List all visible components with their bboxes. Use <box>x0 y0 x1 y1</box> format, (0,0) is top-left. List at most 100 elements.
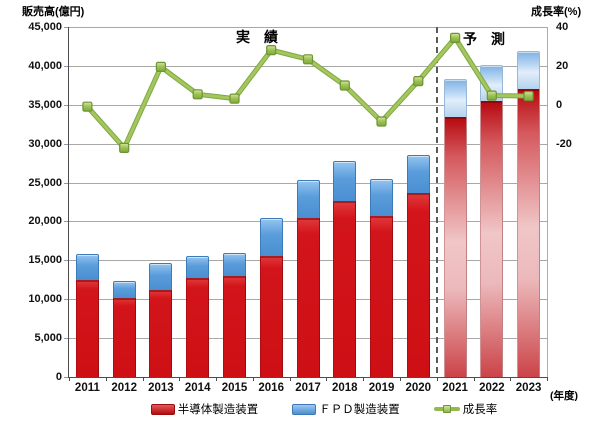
bar-fpd-2014 <box>186 256 210 279</box>
gridline <box>69 27 547 28</box>
plot-right-border <box>547 27 548 377</box>
gridline <box>69 104 547 106</box>
blue-bar-swatch-icon <box>292 403 317 415</box>
legend-item-growth-rate: 成長率 <box>433 401 498 417</box>
legend: 半導体製造装置 ＦＰＤ製造装置 成長率 <box>24 401 600 417</box>
left-axis-line <box>68 27 69 378</box>
red-bar-swatch-icon <box>150 403 175 415</box>
bar-semiconductor-2019 <box>370 216 393 377</box>
x-axis-tick-mark <box>436 377 438 381</box>
bar-semiconductor-2016 <box>259 255 283 377</box>
bar-semiconductor-2020 <box>406 192 430 377</box>
gridline <box>69 143 547 145</box>
x-axis-label-2011: 2011 <box>74 382 100 394</box>
bar-semiconductor-2018 <box>333 201 357 377</box>
x-axis-label-2021: 2021 <box>442 382 468 394</box>
y-axis-tick-mark <box>64 182 68 184</box>
legend-label-growth-rate: 成長率 <box>462 404 498 416</box>
x-axis-label-2022: 2022 <box>479 382 505 394</box>
x-axis-label-2019: 2019 <box>368 382 395 394</box>
bar-fpd-2013 <box>149 262 173 290</box>
bar-fpd-2012 <box>112 281 136 298</box>
bar-semiconductor-2011 <box>75 279 99 377</box>
bar-fpd-2017 <box>296 180 320 218</box>
x-axis-tick-mark <box>473 377 475 381</box>
x-axis-tick-mark <box>289 377 291 381</box>
bottom-axis-line <box>68 377 548 378</box>
legend-label-semiconductor: 半導体製造装置 <box>177 404 259 416</box>
x-axis-tick-mark <box>547 377 548 381</box>
bar-fpd-2016 <box>259 217 283 256</box>
y2-axis-tick-label: -20 <box>556 137 572 150</box>
x-axis-label-2012: 2012 <box>111 382 137 394</box>
x-axis-label-2020: 2020 <box>405 382 432 394</box>
x-axis-tick-mark <box>142 377 144 381</box>
x-axis-label-2023: 2023 <box>515 382 542 394</box>
x-axis-tick-mark <box>399 377 401 381</box>
y-axis-tick-mark <box>64 143 68 145</box>
right-axis-title: 成長率(%) <box>531 6 582 18</box>
bar-fpd-2018 <box>333 160 357 202</box>
x-axis-tick-mark <box>69 377 70 381</box>
y-axis-tick-label: 15,000 <box>28 254 62 267</box>
actual-period-label: 実 績 <box>236 29 278 45</box>
forecast-period-label: 予 測 <box>463 31 505 47</box>
y-axis-tick-label: 5,000 <box>34 332 62 345</box>
bar-semiconductor-2021 <box>443 117 467 377</box>
bar-fpd-2019 <box>370 179 393 216</box>
gridline <box>69 65 547 67</box>
y-axis-tick-label: 45,000 <box>28 21 62 33</box>
bar-semiconductor-2012 <box>112 297 136 377</box>
y-axis-tick-label: 25,000 <box>28 176 62 189</box>
y-axis-tick-mark <box>64 260 68 262</box>
y-axis-tick-mark <box>64 104 68 106</box>
x-axis-tick-mark <box>326 377 328 381</box>
x-axis-unit-label: (年度) <box>550 390 578 402</box>
x-axis-tick-mark <box>179 377 181 381</box>
x-axis-tick-mark <box>105 377 107 381</box>
y-axis-tick-mark <box>64 338 68 340</box>
y-axis-tick-mark <box>64 27 68 28</box>
bar-semiconductor-2015 <box>223 275 246 377</box>
y-axis-tick-label: 10,000 <box>28 293 62 306</box>
y-axis-tick-mark <box>64 65 68 67</box>
y-axis-tick-mark <box>64 221 68 223</box>
bar-semiconductor-2014 <box>186 278 210 377</box>
y-axis-tick-label: 20,000 <box>28 215 62 228</box>
y2-axis-tick-label: 40 <box>556 21 569 33</box>
green-line-marker-icon <box>433 404 460 414</box>
bar-fpd-2022 <box>480 65 504 101</box>
y2-axis-tick-label: 20 <box>556 59 569 72</box>
plot-area <box>69 27 547 377</box>
bar-semiconductor-2017 <box>296 217 320 377</box>
x-axis-label-2016: 2016 <box>258 382 284 394</box>
x-axis-tick-mark <box>510 377 512 381</box>
y-axis-tick-label: 35,000 <box>28 98 62 111</box>
bar-semiconductor-2013 <box>149 289 173 377</box>
x-axis-tick-mark <box>363 377 365 381</box>
x-axis-label-2015: 2015 <box>221 382 248 394</box>
bar-fpd-2011 <box>75 254 99 280</box>
bar-semiconductor-2022 <box>480 100 504 377</box>
bar-fpd-2023 <box>517 51 541 90</box>
bar-semiconductor-2023 <box>517 89 541 377</box>
x-axis-label-2014: 2014 <box>184 382 211 394</box>
y-axis-tick-label: 40,000 <box>28 59 62 72</box>
legend-item-semiconductor: 半導体製造装置 <box>150 401 259 417</box>
x-axis-label-2017: 2017 <box>295 382 321 394</box>
y-axis-tick-mark <box>64 377 68 378</box>
bar-fpd-2015 <box>223 252 246 276</box>
x-axis-tick-mark <box>216 377 218 381</box>
x-axis-label-2013: 2013 <box>148 382 174 394</box>
y2-axis-tick-label: 0 <box>556 98 563 111</box>
x-axis-tick-mark <box>252 377 254 381</box>
left-axis-title: 販売高(億円) <box>22 6 85 18</box>
y-axis-tick-label: 30,000 <box>28 137 62 150</box>
bar-fpd-2020 <box>406 155 430 193</box>
bar-fpd-2021 <box>443 79 467 118</box>
legend-item-fpd: ＦＰＤ製造装置 <box>292 401 400 417</box>
y-axis-tick-label: 0 <box>55 371 62 383</box>
actual-forecast-divider-dashed-line <box>436 27 438 377</box>
legend-label-fpd: ＦＰＤ製造装置 <box>319 404 400 416</box>
